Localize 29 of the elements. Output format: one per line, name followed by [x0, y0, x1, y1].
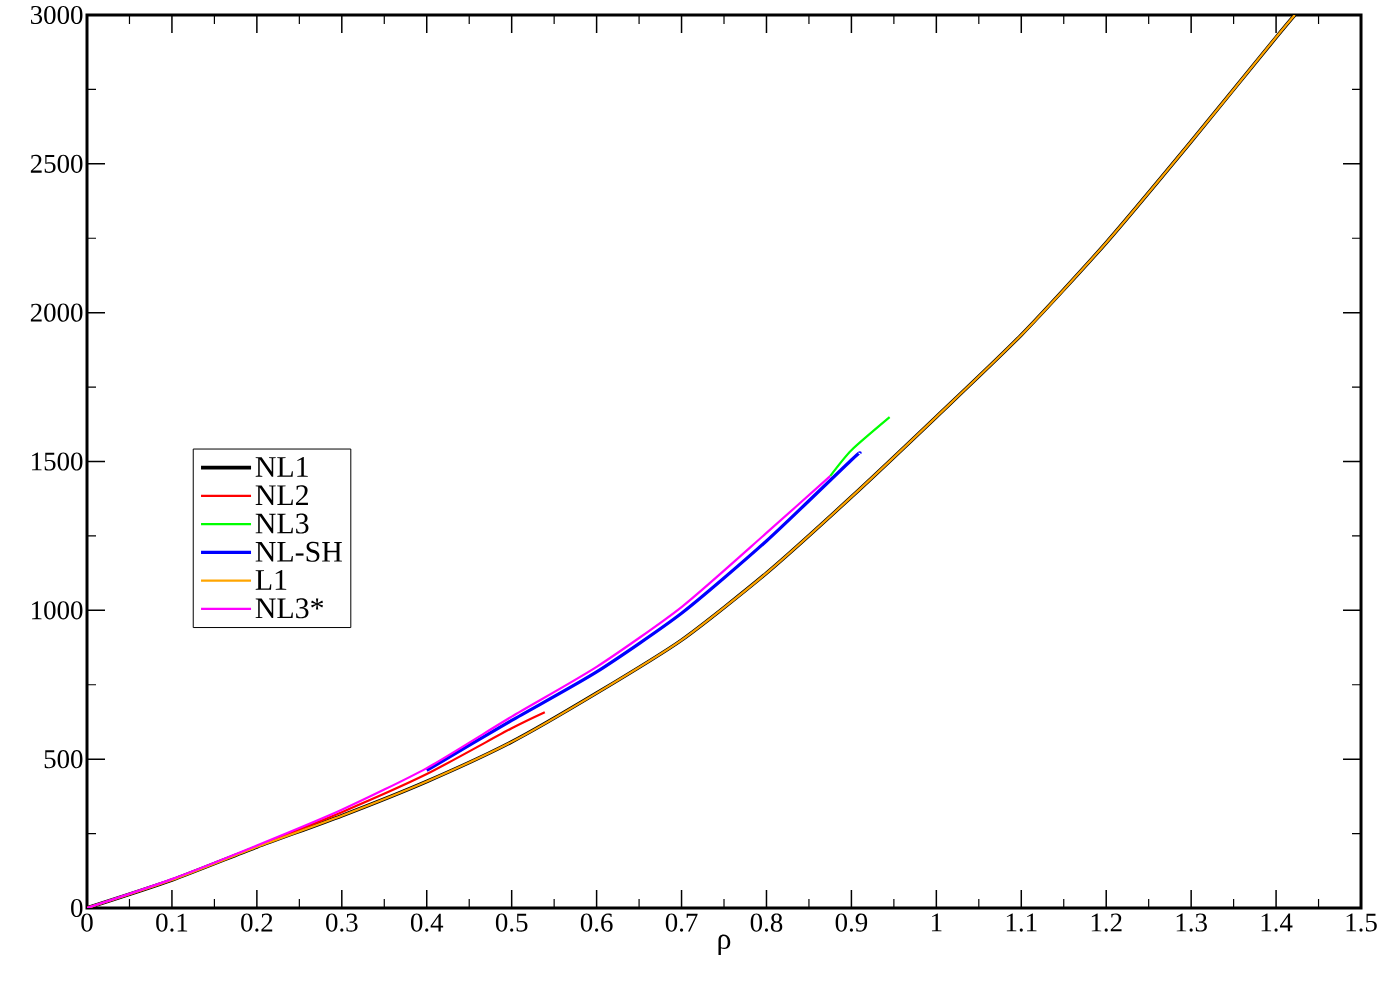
- legend-label: NL-SH: [255, 541, 342, 562]
- legend-label: L1: [255, 570, 287, 590]
- x-tick-label: 0.9: [835, 913, 868, 932]
- y-tick-label: 1000: [32, 601, 83, 620]
- x-tick-label: 1: [931, 913, 942, 932]
- x-tick-label: 0.1: [156, 913, 188, 932]
- x-tick-label: 0.7: [665, 913, 698, 932]
- y-tick-label: 2000: [30, 303, 83, 322]
- x-tick-label: 0.4: [410, 913, 444, 932]
- y-tick-label: 2500: [30, 154, 83, 173]
- x-tick-label: 1.3: [1176, 913, 1207, 932]
- x-axis-title: ρ: [718, 934, 731, 956]
- x-tick-label: 1.1: [1006, 913, 1037, 932]
- x-tick-label: 0.6: [580, 913, 613, 932]
- x-tick-label: 0.5: [495, 913, 528, 932]
- y-tick-label: 0: [71, 898, 83, 918]
- x-tick-label: 1.2: [1091, 913, 1122, 932]
- x-tick-label: 1.4: [1261, 913, 1293, 932]
- legend-label: NL1: [255, 457, 308, 477]
- legend-label: NL3: [255, 513, 309, 534]
- y-tick-label: 500: [44, 750, 83, 769]
- y-tick-label: 1500: [32, 452, 83, 471]
- y-tick-label: 3000: [30, 5, 83, 25]
- legend-label: NL3*: [255, 598, 324, 619]
- legend-label: NL2: [255, 485, 308, 506]
- x-tick-label: 0.2: [241, 913, 273, 932]
- x-tick-label: 0.3: [326, 913, 358, 932]
- x-tick-label: 1.5: [1346, 913, 1377, 932]
- x-tick-label: 0.8: [750, 913, 783, 932]
